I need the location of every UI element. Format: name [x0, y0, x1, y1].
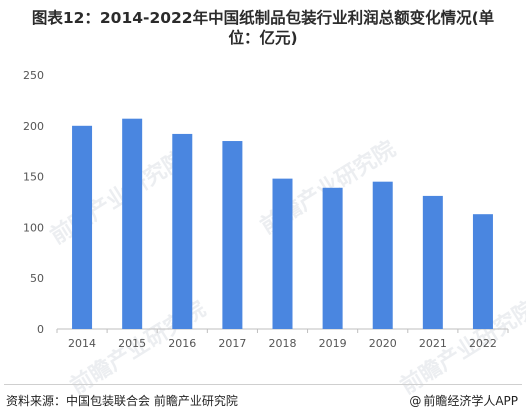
source-note: 资料来源：中国包装联合会 前瞻产业研究院: [6, 394, 238, 408]
bar-chart: 0 50 100 150 200 250 2014 2015 2016 2017 2018 2019 2…: [23, 69, 509, 350]
bar: [472, 214, 493, 329]
brand-label: @ 前瞻经济学人APP: [409, 392, 518, 409]
footer: 资料来源：中国包装联合会 前瞻产业研究院 @ 前瞻经济学人APP: [0, 384, 526, 419]
bar: [72, 125, 93, 329]
bar: [172, 133, 193, 329]
chart-title-line1: 图表12：2014-2022年中国纸制品包装行业利润总额变化情况(单: [31, 9, 495, 27]
x-tick-label: 2020: [369, 337, 397, 350]
chart-title-line2: 位：亿元): [228, 29, 298, 47]
x-tick-label: 2022: [469, 337, 497, 350]
bar: [322, 187, 343, 329]
x-tick-label: 2021: [419, 337, 447, 350]
bar: [372, 181, 393, 329]
bar: [222, 141, 243, 329]
brand-text: 前瞻经济学人APP: [423, 394, 518, 408]
y-tick-label: 250: [23, 69, 44, 82]
footer-divider: [4, 384, 522, 385]
y-tick-label: 50: [30, 272, 44, 285]
chart-title: 图表12：2014-2022年中国纸制品包装行业利润总额变化情况(单 位：亿元): [8, 8, 518, 48]
y-tick-label: 100: [23, 221, 44, 234]
x-tick-label: 2018: [269, 337, 297, 350]
bar: [122, 118, 143, 329]
y-tick-label: 0: [37, 323, 44, 336]
x-tick-label: 2016: [168, 337, 196, 350]
at-sign-icon: @: [409, 394, 422, 408]
y-tick-label: 150: [23, 171, 44, 184]
x-tick-label: 2017: [218, 337, 246, 350]
bar: [272, 178, 293, 329]
bar: [422, 195, 443, 329]
x-tick-label: 2019: [319, 337, 347, 350]
x-tick-label: 2015: [118, 337, 146, 350]
y-tick-label: 200: [23, 120, 44, 133]
x-tick-label: 2014: [68, 337, 96, 350]
